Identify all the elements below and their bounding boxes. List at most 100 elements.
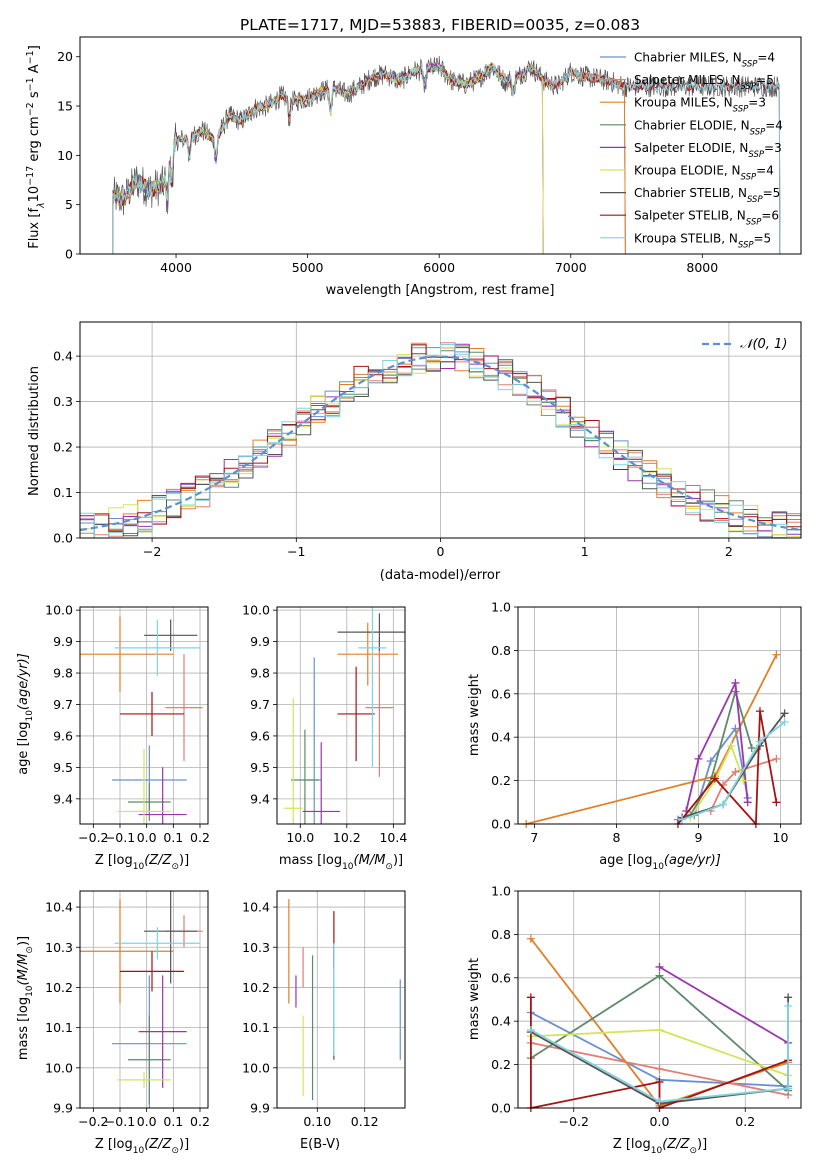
age-vs-mass-x-tick-label: 10.0 [286,830,314,845]
weight-vs-age-marker-0 [731,724,740,733]
spectrum-x-tick-label: 5000 [292,260,324,275]
age-vs-metallicity-x-tick-label: −0.1 [105,830,135,845]
normal-curve-legend-label: 𝒩(0, 1) [740,337,787,352]
mass-vs-extinction-frame [276,890,406,1109]
weight-vs-age-line-1 [709,758,777,812]
weight-vs-age-marker-7 [755,707,764,716]
age-vs-mass-frame [276,606,406,825]
legend-label-7: Salpeter STELIB, NSSP=6 [634,209,779,228]
weight-vs-metallicity-y-tick-label: 0.8 [491,927,511,942]
mass-vs-metallicity-x-label: Z [log10(Z/Z⊙)] [95,1137,189,1156]
legend-label-4: Salpeter ELODIE, NSSP=3 [634,141,782,160]
age-vs-metallicity-x-tick-label: 0.2 [190,830,210,845]
weight-vs-metallicity-y-tick-label: 0.2 [491,1057,511,1072]
weight-vs-metallicity-y-label: mass weight [467,958,482,1040]
age-vs-mass-y-tick-label: 9.7 [250,697,270,712]
weight-vs-age-line-4 [685,682,749,812]
spectrum-y-tick-label: 15 [57,99,73,114]
mass-vs-extinction-y-tick-label: 10.2 [242,980,270,995]
spectrum-trace-8 [112,64,781,254]
weight-vs-age-y-tick-label: 0.8 [491,643,511,658]
mass-vs-extinction-errorbars [288,899,401,1100]
weight-vs-metallicity-marker-4 [655,962,664,971]
weight-vs-age-x-tick-label: 8 [612,830,620,845]
age-vs-metallicity-y-label: age [log10(age/yr)] [16,653,35,775]
weight-vs-metallicity-marker-8 [655,1097,664,1106]
weight-vs-age-marker-5 [727,741,736,750]
age-vs-mass-x-tick-label: 10.2 [333,830,361,845]
mass-vs-extinction-y-tick-label: 10.1 [242,1020,270,1035]
legend-label-2: Kroupa MILES, NSSP=3 [634,96,766,115]
weight-vs-age-y-tick-label: 0.4 [491,730,511,745]
weight-vs-metallicity-x-label: Z [log10(Z/Z⊙)] [613,1137,707,1156]
weight-vs-age-y-tick-label: 1.0 [491,600,511,615]
mass-vs-metallicity-y-label: mass [log10(M/M⊙)] [16,936,35,1060]
weight-vs-metallicity-marker-6 [784,993,793,1002]
age-vs-mass-x-tick-label: 10.4 [379,830,407,845]
weight-vs-metallicity-line-4 [659,966,789,1044]
weight-vs-age-y-tick-label: 0.6 [491,686,511,701]
figure-title: PLATE=1717, MJD=53883, FIBERID=0035, z=0… [240,16,640,34]
weight-vs-metallicity-frame [517,890,802,1109]
weight-vs-metallicity-y-tick-label: 1.0 [491,884,511,899]
legend-label-8: Kroupa STELIB, NSSP=5 [634,231,771,250]
age-vs-metallicity-panel: −0.2−0.1 0.0 0.1 0.2 9.4 9.5 9.6 9.7 9.8 9.9 10.0 [45,603,210,845]
age-vs-metallicity-x-tick-label: −0.2 [78,830,108,845]
mass-vs-metallicity-x-tick-label: 0.1 [163,1114,183,1129]
age-vs-metallicity-y-tick-label: 10.0 [45,603,73,618]
spectrum-y-tick-label: 0 [65,247,73,262]
mass-vs-metallicity-frame [79,890,209,1109]
normal-reference-curve [80,355,801,532]
weight-vs-age-line-6 [681,712,786,819]
legend-label-5: Kroupa ELODIE, NSSP=4 [634,164,774,183]
weight-vs-metallicity-y-tick-label: 0.0 [491,1101,511,1116]
weight-vs-metallicity-marker-1 [655,1064,664,1073]
residual-y-tick-label: 0.1 [53,485,73,500]
residual-y-tick-label: 0.3 [53,394,73,409]
weight-vs-metallicity-marker-8 [526,1025,535,1034]
weight-vs-age-marker-4 [731,678,740,687]
mass-vs-metallicity-y-tick-label: 10.1 [45,1020,73,1035]
weight-vs-age-marker-8 [755,737,764,746]
weight-vs-age-marker-5 [739,776,748,785]
weight-vs-age-marker-8 [719,800,728,809]
weight-vs-metallicity-x-tick-label: −0.2 [559,1114,589,1129]
weight-vs-age-marker-7 [710,774,719,783]
age-vs-mass-y-tick-label: 9.9 [250,634,270,649]
mass-vs-metallicity-y-tick-label: 10.2 [45,980,73,995]
legend-label-1: Salpeter MILES, NSSP=5 [634,73,774,92]
weight-vs-metallicity-line-8 [530,1006,789,1103]
age-vs-mass-y-tick-label: 10.0 [242,603,270,618]
spectrum-y-tick-label: 20 [57,49,73,64]
mass-vs-metallicity-x-tick-label: 0.0 [137,1114,157,1129]
residual-x-label: (data-model)/error [380,568,501,583]
residual-x-tick-label: 0 [437,544,445,559]
age-vs-mass-errorbars [283,607,405,824]
spectrum-x-tick-label: 4000 [160,260,192,275]
age-vs-metallicity-y-tick-label: 9.7 [53,697,73,712]
spectrum-y-tick-label: 5 [65,197,73,212]
residual-y-tick-label: 0.2 [53,440,73,455]
spectrum-y-label: Flux [fλ10−17 erg cm−2 s−1 A−1] [25,45,47,249]
weight-vs-age-marker-3 [747,744,756,753]
legend-label-6: Chabrier STELIB, NSSP=5 [634,186,780,205]
mass-vs-metallicity-y-tick-label: 10.4 [45,900,73,915]
mass-vs-extinction-panel: 0.10 0.12 9.9 10.0 10.1 10.2 10.3 10.4 [242,890,406,1129]
weight-vs-metallicity-marker-7 [526,993,535,1002]
residual-histogram-6 [80,347,801,538]
mass-vs-metallicity-panel: −0.2−0.1 0.0 0.1 0.2 9.9 10.0 10.1 10.2 10.3 10.4 [45,890,210,1129]
weight-vs-metallicity-panel: −0.2 0.0 0.2 0.0 0.2 0.4 0.6 0.8 1.0 [491,884,802,1129]
age-vs-metallicity-y-tick-label: 9.6 [53,728,73,743]
residual-x-tick-label: 2 [725,544,733,559]
spectrum-x-tick-label: 6000 [423,260,455,275]
mass-vs-extinction-x-tick-label: 0.10 [303,1114,331,1129]
age-vs-mass-y-tick-label: 9.6 [250,728,270,743]
weight-vs-age-y-tick-label: 0.2 [491,773,511,788]
spectrum-panel: 4000 5000 6000 7000 8000 0 5 10 15 20 wavelength … [25,36,802,298]
weight-vs-age-y-label: mass weight [467,674,482,756]
legend-label-0: Chabrier MILES, NSSP=4 [634,51,775,70]
mass-vs-metallicity-x-tick-label: −0.1 [105,1114,135,1129]
weight-vs-age-marker-8 [780,718,789,727]
